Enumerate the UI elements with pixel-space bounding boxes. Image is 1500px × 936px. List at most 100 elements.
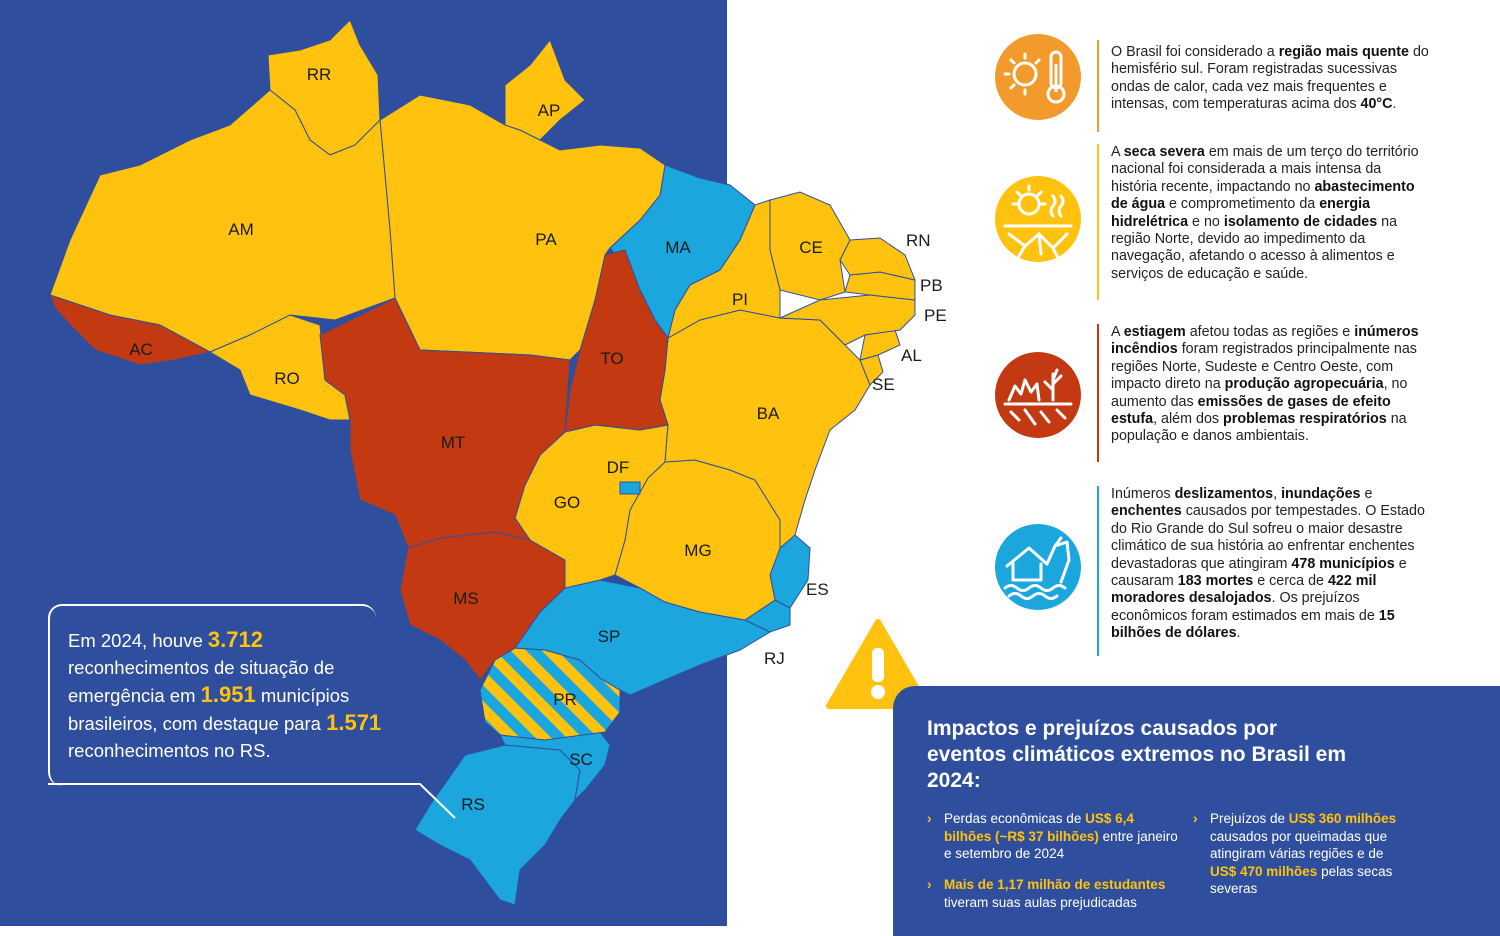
state-to[interactable] bbox=[564, 249, 669, 433]
impact-wildfire-seg: , no aumento das bbox=[1111, 376, 1408, 410]
summary-item-students: Mais de 1,17 milhão de estudantes tivera… bbox=[944, 876, 1184, 911]
summary-title: Impactos e prejuízos causados por evento… bbox=[927, 717, 1347, 792]
label-to: TO bbox=[600, 349, 623, 368]
impact-drought-seg: na região Norte, devido ao impedimento d… bbox=[1111, 213, 1398, 282]
impact-drought-seg: em mais de um terço do território nacion… bbox=[1111, 144, 1419, 195]
impact-flood-seg: causados por tempestades. O Estado do Ri… bbox=[1111, 503, 1425, 572]
impact-wildfire-seg: afetou todas as regiões e bbox=[1185, 324, 1355, 340]
impact-flood-seg: 183 mortes bbox=[1177, 573, 1254, 590]
state-rn[interactable] bbox=[839, 237, 916, 281]
impact-wildfire-seg: A bbox=[1111, 324, 1124, 340]
summary-item-fires-value: US$ 360 milhões bbox=[1288, 811, 1397, 826]
impact-wildfire-seg: na população e danos ambientais. bbox=[1111, 411, 1407, 445]
summary-box: Impactos e prejuízos causados por evento… bbox=[893, 686, 1500, 936]
label-es: ES bbox=[806, 580, 829, 599]
impact-heat-seg: O Brasil foi considerado a bbox=[1111, 44, 1279, 60]
chevron-right-icon: › bbox=[927, 810, 932, 826]
emergency-callout-text: Em 2024, houve 3.712 reconhecimentos de … bbox=[68, 626, 388, 764]
impact-heat-seg: região mais quente bbox=[1278, 44, 1409, 60]
label-rn: RN bbox=[906, 231, 931, 250]
label-rr: RR bbox=[307, 65, 332, 84]
label-rs: RS bbox=[461, 795, 485, 814]
label-ma: MA bbox=[665, 238, 691, 257]
impact-heat-text: O Brasil foi considerado a região mais q… bbox=[1111, 44, 1431, 114]
label-mt: MT bbox=[441, 433, 466, 452]
impact-flood-seg: inundações bbox=[1281, 486, 1361, 502]
state-mt[interactable] bbox=[319, 297, 571, 549]
impact-flood-seg: , bbox=[1273, 486, 1282, 502]
label-ba: BA bbox=[757, 404, 780, 423]
callout-text-3: municípios brasileiros, com destaque par… bbox=[68, 685, 350, 734]
label-pr: PR bbox=[553, 690, 577, 709]
state-ap[interactable] bbox=[504, 39, 586, 141]
impact-heat-bar bbox=[1097, 40, 1099, 132]
chevron-right-icon: › bbox=[1193, 810, 1198, 826]
summary-item-fires-text: pelas secas severas bbox=[1210, 863, 1393, 897]
label-df: DF bbox=[607, 458, 630, 477]
summary-item-drought-value: US$ 470 milhões bbox=[1210, 863, 1318, 879]
label-sp: SP bbox=[598, 627, 621, 646]
impact-flood-seg: e bbox=[1360, 486, 1373, 502]
state-pe[interactable] bbox=[779, 294, 916, 346]
impact-flood-seg: . Os prejuízos econômicos foram estimado… bbox=[1111, 590, 1379, 624]
warning-icon bbox=[826, 619, 930, 709]
summary-item-losses-text: Perdas econômicas de bbox=[944, 811, 1086, 826]
impact-flood-seg: 422 mil moradores desalojados bbox=[1111, 573, 1377, 607]
impact-flood-seg: . bbox=[1236, 625, 1241, 642]
impact-drought-bar bbox=[1097, 144, 1099, 300]
impact-wildfire-seg: , além dos bbox=[1153, 411, 1224, 428]
label-pb: PB bbox=[920, 276, 943, 295]
summary-item-losses-value: US$ 6,4 bilhões (~R$ 37 bilhões) bbox=[944, 811, 1134, 844]
impact-heat-seg: do hemisfério sul. Foram registradas suc… bbox=[1111, 44, 1429, 113]
chevron-right-icon: › bbox=[927, 876, 932, 892]
label-ro: RO bbox=[274, 369, 300, 388]
impact-heat-seg: 40°C bbox=[1360, 96, 1393, 113]
impact-wildfire-seg: estiagem bbox=[1123, 324, 1186, 340]
summary-item-fires: Prejuízos de US$ 360 milhões causados po… bbox=[1210, 810, 1410, 898]
label-ms: MS bbox=[453, 589, 479, 608]
impact-heat: O Brasil foi considerado a região mais q… bbox=[995, 34, 1429, 134]
label-se: SE bbox=[872, 375, 895, 394]
impact-flood-seg: 478 municípios bbox=[1291, 555, 1395, 572]
label-ac: AC bbox=[129, 340, 153, 359]
summary-item-losses: Perdas econômicas de US$ 6,4 bilhões (~R… bbox=[944, 810, 1184, 863]
impact-flood-seg: e cerca de bbox=[1253, 573, 1328, 590]
callout-number-municipalities: 1.951 bbox=[200, 682, 256, 707]
impact-wildfire: A estiagem afetou todas as regiões e inú… bbox=[995, 320, 1425, 470]
impact-drought-seg: e comprometimento da bbox=[1165, 196, 1320, 213]
state-ac[interactable] bbox=[49, 294, 212, 366]
impact-wildfire-seg: problemas respiratórios bbox=[1223, 411, 1387, 428]
state-df[interactable] bbox=[619, 481, 641, 495]
impact-drought-text: A seca severa em mais de um terço do ter… bbox=[1111, 144, 1431, 283]
impact-wildfire-text: A estiagem afetou todas as regiões e inú… bbox=[1111, 324, 1431, 446]
impact-wildfire-bar bbox=[1097, 324, 1099, 462]
label-go: GO bbox=[554, 493, 580, 512]
label-ap: AP bbox=[538, 101, 561, 120]
state-rs[interactable] bbox=[414, 744, 581, 906]
callout-number-rs: 1.571 bbox=[326, 710, 382, 735]
summary-item-fires-text: Prejuízos de bbox=[1210, 811, 1289, 826]
impact-drought-seg: energia hidrelétrica bbox=[1111, 196, 1371, 230]
label-pi: PI bbox=[732, 290, 748, 309]
callout-text-1: Em 2024, houve bbox=[68, 630, 208, 651]
impact-wildfire-seg: produção agropecuária bbox=[1224, 376, 1384, 393]
impact-wildfire-seg: emissões de gases de efeito estufa bbox=[1111, 393, 1391, 428]
impact-wildfire-seg: inúmeros incêndios bbox=[1111, 324, 1419, 358]
drought-sun-icon bbox=[995, 176, 1081, 262]
label-sc: SC bbox=[569, 750, 593, 769]
impact-drought-seg: isolamento de cidades bbox=[1223, 213, 1378, 230]
impact-heat-seg: . bbox=[1392, 96, 1397, 113]
summary-item-losses-text: entre janeiro e setembro de 2024 bbox=[944, 828, 1178, 862]
impact-flood: Inúmeros deslizamentos, inundações e enc… bbox=[995, 480, 1425, 660]
emergency-callout-box bbox=[48, 604, 376, 786]
impact-flood-bar bbox=[1097, 486, 1099, 656]
label-rj: RJ bbox=[764, 649, 785, 668]
impact-drought-seg: e no bbox=[1188, 213, 1224, 230]
summary-item-students-text: tiveram suas aulas prejudicadas bbox=[944, 894, 1137, 910]
impact-wildfire-seg: foram registrados principalmente nas reg… bbox=[1111, 341, 1417, 393]
summary-item-students-value: Mais de 1,17 milhão de estudantes bbox=[944, 877, 1166, 892]
impact-flood-seg: Inúmeros bbox=[1111, 486, 1175, 502]
impact-drought-seg: abastecimento de água bbox=[1111, 178, 1415, 213]
impact-flood-seg: enchentes bbox=[1111, 503, 1182, 520]
summary-item-fires-text: causados por queimadas que atingiram vár… bbox=[1210, 828, 1388, 862]
